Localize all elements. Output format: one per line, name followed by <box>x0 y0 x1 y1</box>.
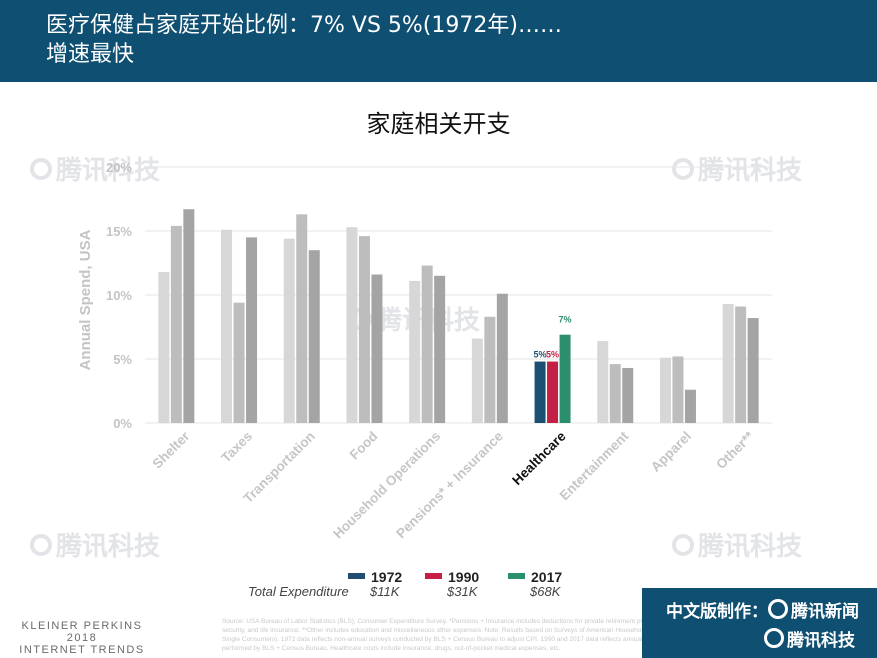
bar <box>183 209 195 423</box>
x-tick-label: Taxes <box>218 429 255 466</box>
data-label: 5% <box>534 350 547 360</box>
bar-chart: 0% 5% 10% 15% 20% Annual Spend, USA Shelter Tax… <box>77 160 772 599</box>
slide-header: 医疗保健占家庭开始比例：7% VS 5%(1972年)…… 增速最快 <box>0 0 877 82</box>
x-tick-label: Healthcare <box>509 428 569 488</box>
bar <box>484 316 496 423</box>
legend-total: $31K <box>446 584 479 599</box>
bar <box>358 236 370 423</box>
bar <box>672 356 684 423</box>
bar <box>421 265 433 423</box>
brand-line: INTERNET TRENDS <box>19 644 145 656</box>
bar <box>684 389 696 423</box>
legend-swatch <box>425 573 442 579</box>
data-label: 7% <box>559 315 572 325</box>
bar <box>659 357 671 423</box>
bar <box>434 275 446 423</box>
source-note: Source: USA Bureau of Labor Statistics (… <box>222 618 684 652</box>
legend-swatch <box>348 573 365 579</box>
bar <box>747 318 759 423</box>
brand-line: KLEINER PERKINS <box>21 620 143 632</box>
legend-row-label: Total Expenditure <box>248 584 349 599</box>
bar <box>371 274 383 423</box>
badge-row-tech: 腾讯科技 <box>764 626 855 651</box>
legend-label: 1990 <box>448 569 479 585</box>
watermark: 腾讯科技 <box>672 526 802 563</box>
bar <box>722 303 734 423</box>
badge-row-news: 中文版制作： 腾讯新闻 <box>666 597 859 622</box>
bar <box>496 293 508 423</box>
kleiner-perkins-brand: KLEINER PERKINS 2018 INTERNET TRENDS <box>12 620 152 656</box>
watermark-logo-icon <box>30 157 52 180</box>
legend-label: 2017 <box>531 569 562 585</box>
bar <box>221 229 233 423</box>
legend-total: $11K <box>369 584 401 599</box>
bar <box>622 367 634 423</box>
x-tick-label: Pensions* + Insurance <box>393 428 506 541</box>
bar <box>246 237 258 423</box>
x-tick-label: Food <box>347 429 381 463</box>
legend-total: $68K <box>529 584 562 599</box>
tencent-badge: 中文版制作： 腾讯新闻 腾讯科技 <box>642 588 877 658</box>
bar <box>559 334 571 423</box>
brand-line: 2018 <box>66 632 98 644</box>
slide-title: 医疗保健占家庭开始比例：7% VS 5%(1972年)…… 增速最快 <box>46 11 562 69</box>
y-tick-label: 5% <box>113 352 132 367</box>
x-tick-label: Other** <box>713 428 757 472</box>
data-label: 5% <box>546 350 559 360</box>
bar <box>170 225 182 423</box>
watermark-logo-icon <box>672 157 694 180</box>
badge-label: 中文版制作： <box>666 602 768 622</box>
badge-brand-news: 腾讯新闻 <box>791 602 859 622</box>
bar <box>597 341 609 423</box>
watermark: 腾讯科技 <box>30 526 160 563</box>
bar <box>409 280 421 423</box>
bar <box>308 250 320 423</box>
y-tick-label: 15% <box>106 224 132 239</box>
x-tick-label: Shelter <box>149 428 192 471</box>
slide-title-line2: 增速最快 <box>46 42 135 67</box>
tencent-tech-logo-icon <box>764 628 784 648</box>
watermark-logo-icon <box>672 533 694 556</box>
bar <box>609 364 621 423</box>
y-tick-label: 0% <box>113 416 132 431</box>
y-tick-label: 20% <box>106 160 132 175</box>
bar <box>283 238 295 423</box>
bar <box>346 227 358 423</box>
bar <box>233 302 245 423</box>
x-tick-label: Apparel <box>648 429 694 475</box>
bar <box>158 271 170 423</box>
tencent-news-logo-icon <box>768 599 788 619</box>
watermark: 腾讯科技 <box>30 150 160 187</box>
y-axis-label: Annual Spend, USA <box>77 229 94 370</box>
legend-swatch <box>508 573 525 579</box>
bar <box>296 214 308 423</box>
watermark-logo-icon <box>30 533 52 556</box>
y-tick-label: 10% <box>106 288 132 303</box>
legend-label: 1972 <box>371 569 402 585</box>
bar <box>735 306 747 423</box>
badge-brand-tech: 腾讯科技 <box>787 631 855 651</box>
chart-title: 家庭相关开支 <box>366 110 511 138</box>
slide-title-line1: 医疗保健占家庭开始比例：7% VS 5%(1972年)…… <box>46 13 562 38</box>
bar <box>547 361 559 423</box>
bar <box>471 338 483 423</box>
x-tick-label: Household Operations <box>330 429 443 542</box>
watermark: 腾讯科技 <box>672 150 802 187</box>
bar <box>534 361 546 423</box>
